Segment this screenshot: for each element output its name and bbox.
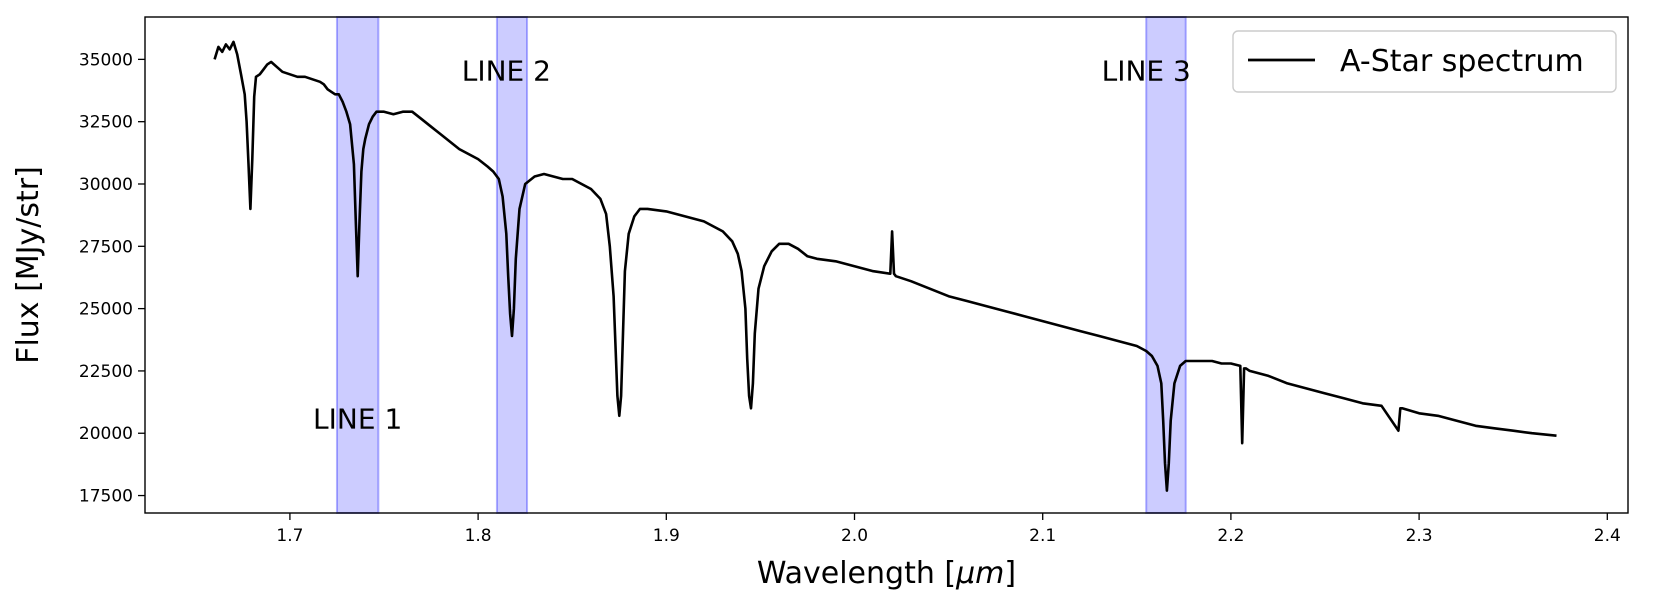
y-tick-label: 17500: [79, 487, 133, 507]
legend-entry-label: A-Star spectrum: [1340, 44, 1584, 79]
legend: A-Star spectrum: [1232, 30, 1617, 93]
x-tick-label: 2.2: [1217, 526, 1244, 546]
band-label-2: LINE 2: [462, 55, 551, 88]
x-tick-label: 1.9: [653, 526, 680, 546]
x-tick-label: 2.0: [841, 526, 868, 546]
legend-box: [1232, 30, 1617, 93]
y-axis-label: Flux [MJy/str]: [11, 166, 46, 364]
series-line-1: [213, 40, 1557, 492]
y-tick-label: 25000: [79, 300, 133, 320]
y-tick-label: 20000: [79, 424, 133, 444]
plot-area-frame: [144, 16, 1629, 514]
y-tick-label: 30000: [79, 175, 133, 195]
x-tick-label: 2.4: [1594, 526, 1621, 546]
band-label-1: LINE 1: [313, 402, 402, 435]
highlight-band-3: [1145, 16, 1187, 514]
x-axis-label: Wavelength [μm]: [757, 556, 1016, 591]
band-labels: LINE 1 LINE 2 LINE 3: [313, 55, 1191, 436]
highlight-band-2: [495, 16, 529, 514]
x-tick-label: 1.7: [276, 526, 303, 546]
x-tick-label: 1.8: [465, 526, 492, 546]
y-tick-label: 35000: [79, 50, 133, 70]
band-label-3: LINE 3: [1102, 55, 1191, 88]
x-tick-label: 2.1: [1029, 526, 1056, 546]
y-tick-label: 27500: [79, 237, 133, 257]
highlight-bands: [335, 16, 1187, 514]
x-tick-label: 2.3: [1406, 526, 1433, 546]
y-tick-label: 32500: [79, 113, 133, 133]
series-layer: [213, 40, 1557, 492]
y-axis: 17500 20000 22500 25000 27500 30000 32500 35000: [79, 50, 145, 507]
x-axis: 1.7 1.8 1.9 2.0 2.1 2.2 2.3 2.4: [276, 513, 1621, 546]
y-tick-label: 22500: [79, 362, 133, 382]
